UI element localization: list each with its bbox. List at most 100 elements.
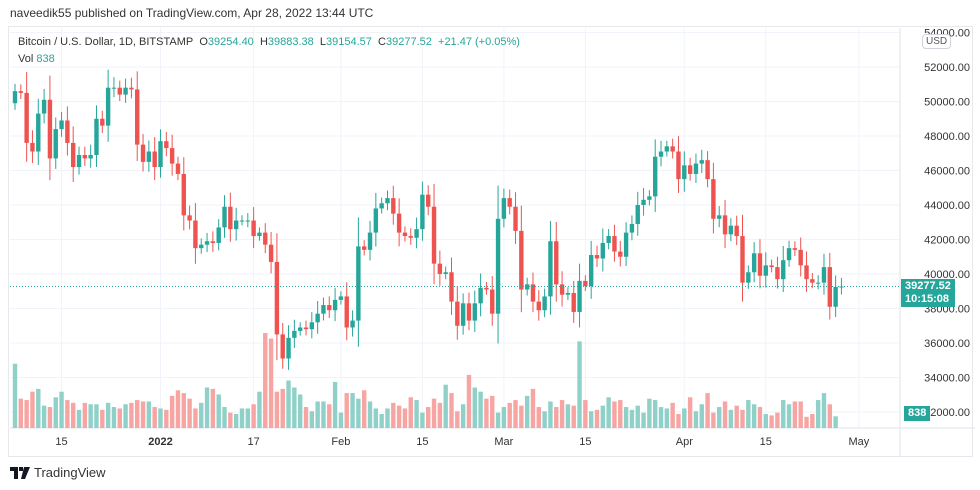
price-tick-label: 46000.00 (924, 166, 970, 178)
candle-body (187, 215, 192, 221)
volume-bar (687, 397, 693, 428)
candle-body (344, 296, 349, 328)
volume-bar (274, 391, 280, 428)
volume-bar (786, 404, 792, 428)
volume-bar (204, 387, 210, 428)
volume-bar (536, 407, 541, 428)
volume-bar (466, 374, 472, 428)
candle-body (204, 241, 210, 245)
candle-body (251, 220, 256, 237)
volume-bar (693, 411, 699, 428)
candle-body (542, 296, 547, 311)
candle-body (65, 120, 70, 143)
price-tick-label: 50000.00 (924, 97, 970, 109)
currency-button[interactable]: USD (922, 34, 952, 49)
volume-bar (140, 401, 146, 428)
candle-body (571, 292, 576, 312)
candle-body (559, 284, 565, 295)
candle-body (228, 206, 233, 230)
volume-bar (408, 397, 413, 428)
price-tick-label: 36000.00 (924, 338, 970, 350)
tradingview-logo[interactable]: TradingView (10, 465, 106, 480)
candle-body (734, 225, 739, 237)
price-tick-label: 48000.00 (924, 131, 970, 143)
candle-body (455, 301, 460, 326)
candle-body (59, 120, 64, 130)
candle-body (402, 232, 408, 237)
candle-body (321, 305, 326, 314)
candle-body (193, 220, 198, 249)
volume-bar (292, 387, 297, 428)
volume-bar (490, 395, 495, 428)
candle-body (670, 146, 675, 152)
volume-bar (455, 411, 460, 428)
candle-body (263, 232, 268, 245)
volume-bar (495, 412, 501, 428)
candle-body (391, 198, 396, 214)
volume-bar (449, 393, 454, 428)
candle-body (169, 148, 175, 164)
volume-bar (519, 405, 524, 428)
low-label: L (319, 36, 327, 48)
volume-label[interactable]: Vol (18, 53, 34, 65)
candle-body (722, 215, 728, 235)
candle-body (792, 248, 798, 250)
candle-body (699, 160, 704, 164)
time-tick-label: 15 (55, 436, 67, 448)
volume-row: Vol 838 (18, 51, 520, 68)
open-value: 39254.40 (207, 36, 254, 48)
volume-bar (600, 405, 606, 428)
volume-bar (385, 408, 390, 428)
candle-body (757, 253, 763, 276)
candle-body (426, 194, 431, 207)
candle-body (513, 206, 518, 231)
candle-body (536, 301, 541, 311)
symbol-name[interactable]: Bitcoin / U.S. Dollar, 1D, BITSTAMP (18, 36, 194, 48)
volume-bar (344, 393, 349, 428)
volume-bar (216, 394, 221, 428)
candle-body (385, 198, 390, 204)
tradingview-logo-text: TradingView (34, 465, 106, 480)
candle-body (303, 327, 309, 330)
candle-body (158, 141, 163, 168)
candle-body (373, 208, 379, 233)
volume-bar (699, 404, 704, 428)
volume-bar (792, 401, 798, 428)
candle-body (362, 246, 367, 250)
candle-body (676, 151, 681, 180)
candle-body (647, 196, 652, 200)
volume-bar (105, 402, 111, 428)
volume-bar (635, 405, 640, 428)
volume-bar (350, 393, 355, 428)
candle-body (472, 303, 477, 321)
candle-body (641, 199, 646, 205)
volume-bar (362, 390, 367, 428)
volume-bar (193, 408, 198, 428)
volume-bar (111, 407, 117, 428)
volume-bar (152, 407, 157, 428)
chart-frame (8, 26, 973, 457)
volume-bar (222, 407, 227, 428)
candle-body (554, 241, 559, 285)
volume-bar (100, 409, 105, 428)
volume-bar (717, 407, 722, 428)
volume-bar (524, 395, 530, 428)
time-tick-label: 15 (579, 436, 591, 448)
volume-bar (12, 363, 18, 428)
candle-body (30, 142, 35, 152)
candle-body (292, 330, 297, 338)
volume-bar (123, 404, 128, 428)
volume-bar (606, 397, 611, 428)
volume-bar (618, 400, 623, 428)
volume-bar (757, 407, 763, 428)
candle-body (507, 198, 512, 207)
volume-bar (356, 398, 361, 428)
candle-body (821, 267, 827, 283)
candle-body (280, 334, 285, 359)
volume-bar (751, 404, 757, 428)
candle-body (775, 267, 780, 280)
volume-bar (338, 412, 344, 428)
volume-bar (513, 400, 518, 428)
volume-bar (658, 407, 664, 428)
